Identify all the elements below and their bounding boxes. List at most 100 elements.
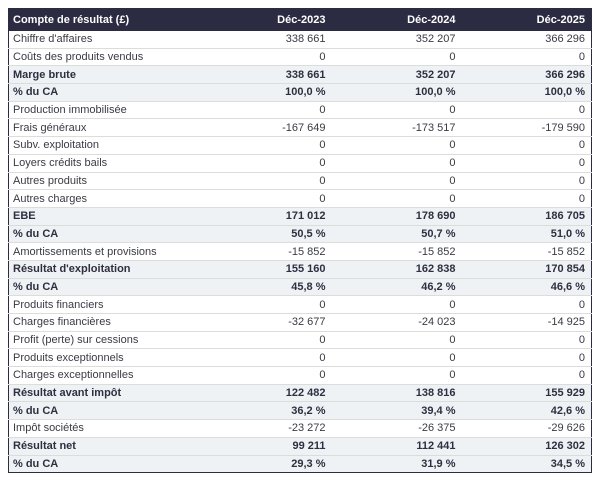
cell-value: 51,0 % xyxy=(461,225,592,244)
row-label: % du CA xyxy=(8,401,202,421)
cell-value: 0 xyxy=(461,154,592,173)
cell-value: 366 296 xyxy=(461,65,592,85)
cell-value: 170 854 xyxy=(461,260,592,279)
row-label: Chiffre d'affaires xyxy=(8,30,202,49)
cell-value: 0 xyxy=(461,189,592,208)
row-label: Production immobilisée xyxy=(8,101,202,120)
table-row: Charges exceptionnelles 0 0 0 xyxy=(8,366,592,385)
row-label: Frais généraux xyxy=(8,118,202,138)
cell-value: 0 xyxy=(201,189,332,208)
cell-value: 126 302 xyxy=(461,437,592,456)
cell-value: 0 xyxy=(331,172,462,191)
header-col-dec-2024: Déc-2024 xyxy=(331,8,462,31)
cell-value: 29,3 % xyxy=(201,455,332,473)
row-label: Amortissements et provisions xyxy=(8,242,202,261)
cell-value: 155 160 xyxy=(201,260,332,279)
cell-value: 0 xyxy=(461,48,592,67)
cell-value: -24 023 xyxy=(331,313,462,332)
cell-value: 122 482 xyxy=(201,384,332,403)
row-label: % du CA xyxy=(8,83,202,102)
table-row: Marge brute 338 661 352 207 366 296 xyxy=(8,65,592,85)
cell-value: -173 517 xyxy=(331,118,462,138)
cell-value: 0 xyxy=(201,331,332,350)
cell-value: -32 677 xyxy=(201,313,332,332)
cell-value: 46,2 % xyxy=(331,278,462,297)
table-row: Production immobilisée 0 0 0 xyxy=(8,101,592,120)
row-label: Profit (perte) sur cessions xyxy=(8,331,202,350)
cell-value: -179 590 xyxy=(461,118,592,138)
table-row: EBE 171 012 178 690 186 705 xyxy=(8,207,592,226)
cell-value: 352 207 xyxy=(331,30,462,49)
table-header: Compte de résultat (£) Déc-2023 Déc-2024… xyxy=(8,8,592,31)
table-row: Résultat avant impôt 122 482 138 816 155… xyxy=(8,384,592,403)
cell-value: 0 xyxy=(331,154,462,173)
table-row: % du CA 100,0 % 100,0 % 100,0 % xyxy=(8,83,592,102)
income-statement-table: Compte de résultat (£) Déc-2023 Déc-2024… xyxy=(8,8,592,474)
row-label: % du CA xyxy=(8,278,202,297)
cell-value: 366 296 xyxy=(461,30,592,49)
row-label: Impôt sociétés xyxy=(8,419,202,438)
cell-value: 50,7 % xyxy=(331,225,462,244)
cell-value: 45,8 % xyxy=(201,278,332,297)
cell-value: 0 xyxy=(201,48,332,67)
cell-value: -14 925 xyxy=(461,313,592,332)
cell-value: 46,6 % xyxy=(461,278,592,297)
table-row: Résultat d'exploitation 155 160 162 838 … xyxy=(8,260,592,279)
cell-value: 0 xyxy=(331,189,462,208)
cell-value: 155 929 xyxy=(461,384,592,403)
cell-value: -29 626 xyxy=(461,419,592,438)
row-label: Produits exceptionnels xyxy=(8,348,202,368)
table-row: Résultat net 99 211 112 441 126 302 xyxy=(8,437,592,456)
cell-value: -23 272 xyxy=(201,419,332,438)
cell-value: 0 xyxy=(331,348,462,368)
row-label: Résultat d'exploitation xyxy=(8,260,202,279)
cell-value: 0 xyxy=(201,348,332,368)
cell-value: 0 xyxy=(461,331,592,350)
cell-value: -15 852 xyxy=(201,242,332,261)
cell-value: 0 xyxy=(461,136,592,155)
cell-value: 0 xyxy=(331,295,462,314)
row-label: EBE xyxy=(8,207,202,226)
cell-value: 186 705 xyxy=(461,207,592,226)
cell-value: 0 xyxy=(331,366,462,385)
cell-value: -26 375 xyxy=(331,419,462,438)
row-label: Marge brute xyxy=(8,65,202,85)
cell-value: 0 xyxy=(331,331,462,350)
header-row: Compte de résultat (£) Déc-2023 Déc-2024… xyxy=(8,8,592,31)
cell-value: 0 xyxy=(461,101,592,120)
cell-value: 0 xyxy=(201,295,332,314)
row-label: Autres charges xyxy=(8,189,202,208)
row-label: Loyers crédits bails xyxy=(8,154,202,173)
table-row: % du CA 36,2 % 39,4 % 42,6 % xyxy=(8,401,592,421)
row-label: Autres produits xyxy=(8,172,202,191)
cell-value: 100,0 % xyxy=(201,83,332,102)
cell-value: 0 xyxy=(461,348,592,368)
cell-value: 39,4 % xyxy=(331,401,462,421)
cell-value: -167 649 xyxy=(201,118,332,138)
cell-value: 0 xyxy=(201,366,332,385)
table-row: Coûts des produits vendus 0 0 0 xyxy=(8,48,592,67)
table-row: Impôt sociétés -23 272 -26 375 -29 626 xyxy=(8,419,592,438)
cell-value: 0 xyxy=(201,172,332,191)
cell-value: 338 661 xyxy=(201,30,332,49)
cell-value: 171 012 xyxy=(201,207,332,226)
table-row: Frais généraux -167 649 -173 517 -179 59… xyxy=(8,118,592,138)
row-label: Coûts des produits vendus xyxy=(8,48,202,67)
cell-value: 100,0 % xyxy=(461,83,592,102)
cell-value: 36,2 % xyxy=(201,401,332,421)
cell-value: 0 xyxy=(461,172,592,191)
cell-value: 338 661 xyxy=(201,65,332,85)
table-row: Amortissements et provisions -15 852 -15… xyxy=(8,242,592,261)
cell-value: 0 xyxy=(331,48,462,67)
cell-value: 0 xyxy=(201,154,332,173)
cell-value: 0 xyxy=(201,101,332,120)
cell-value: 50,5 % xyxy=(201,225,332,244)
table-row: Autres produits 0 0 0 xyxy=(8,172,592,191)
cell-value: 100,0 % xyxy=(331,83,462,102)
cell-value: 162 838 xyxy=(331,260,462,279)
row-label: Résultat avant impôt xyxy=(8,384,202,403)
row-label: Charges exceptionnelles xyxy=(8,366,202,385)
row-label: Résultat net xyxy=(8,437,202,456)
table-row: Produits exceptionnels 0 0 0 xyxy=(8,348,592,368)
